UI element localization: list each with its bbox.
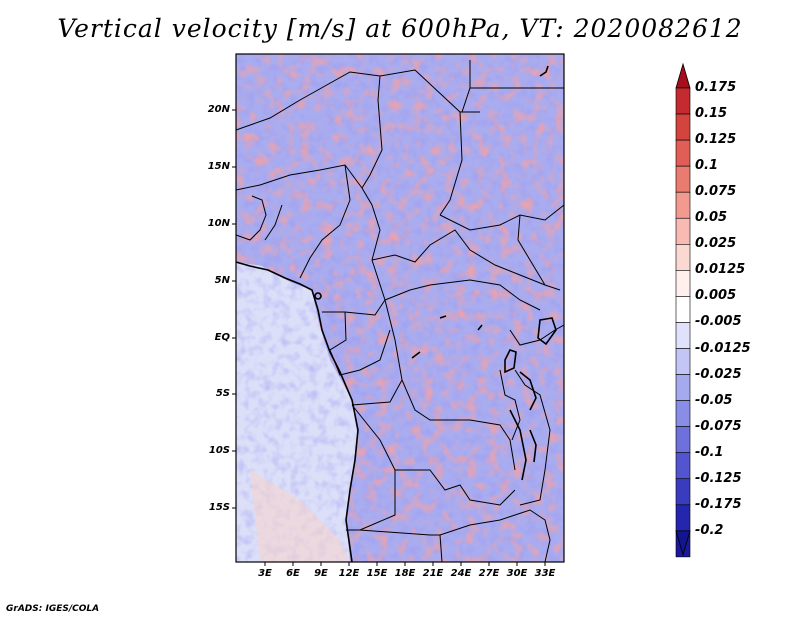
lat-label: 15N [207, 161, 230, 172]
colorbar-box [675, 296, 691, 323]
colorbar-box [675, 191, 691, 219]
lat-label: 10S [208, 445, 230, 456]
colorbar-top-arrow [675, 62, 691, 89]
colorbar-box [675, 217, 691, 245]
colorbar-label: -0.0125 [695, 340, 751, 356]
colorbar-box [675, 165, 691, 193]
colorbar-label: 0.075 [695, 184, 737, 200]
colorbar-box [675, 400, 691, 427]
colorbar-box [675, 348, 691, 375]
colorbar-box [675, 87, 691, 115]
colorbar-box [675, 113, 691, 141]
colorbar-label: 0.175 [695, 80, 737, 95]
colorbar-box [675, 426, 691, 453]
colorbar-label: -0.125 [695, 470, 742, 486]
lon-label: 24E [450, 568, 472, 579]
lat-label: 20N [207, 104, 230, 115]
colorbar-label: -0.075 [695, 418, 742, 434]
lat-label: 5N [214, 275, 230, 286]
lat-label: EQ [214, 332, 230, 343]
colorbar-box [675, 270, 691, 297]
chart-title: Vertical velocity [m/s] at 600hPa, VT: 2… [57, 14, 743, 43]
colorbar-label: -0.025 [695, 366, 742, 382]
lat-label: 5S [215, 388, 230, 399]
colorbar-label: 0.025 [695, 236, 737, 252]
colorbar-label: 0.005 [695, 288, 737, 304]
colorbar-label: 0.15 [695, 106, 728, 122]
colorbar-box [675, 244, 691, 271]
colorbar [675, 62, 691, 558]
colorbar-box [675, 139, 691, 167]
lon-label: 6E [286, 568, 300, 579]
coastline [236, 65, 557, 562]
colorbar-box [675, 478, 691, 506]
lon-ticks [264, 562, 546, 566]
lat-label: 15S [208, 502, 230, 513]
velocity-field [236, 54, 564, 562]
colorbar-label: 0.0125 [695, 262, 746, 278]
colorbar-box [675, 322, 691, 349]
colorbar-box [675, 504, 691, 532]
colorbar-label: 0.125 [695, 132, 737, 148]
colorbar-label: -0.1 [695, 444, 724, 460]
lat-ticks [232, 109, 236, 509]
colorbar-label: -0.175 [695, 496, 742, 512]
lon-label: 15E [366, 568, 388, 579]
colorbar-box [675, 452, 691, 480]
lon-label: 30E [506, 568, 528, 579]
colorbar-bottom-arrow [675, 530, 691, 557]
lon-label: 3E [258, 568, 272, 579]
lat-label: 10N [207, 218, 230, 229]
colorbar-box [675, 374, 691, 401]
lon-label: 21E [422, 568, 444, 579]
lon-label: 18E [394, 568, 416, 579]
lon-label: 27E [478, 568, 500, 579]
lon-label: 33E [534, 568, 556, 579]
lon-label: 12E [338, 568, 360, 579]
grads-credit: GrADS: IGES/COLA [6, 604, 100, 614]
country-borders [236, 60, 564, 562]
colorbar-label: -0.005 [695, 314, 742, 330]
colorbar-label: 0.05 [695, 210, 728, 226]
lon-label: 9E [314, 568, 328, 579]
colorbar-label: -0.05 [695, 392, 733, 408]
colorbar-label: -0.2 [695, 522, 724, 538]
colorbar-label: 0.1 [695, 158, 719, 174]
map-frame [235, 53, 565, 563]
